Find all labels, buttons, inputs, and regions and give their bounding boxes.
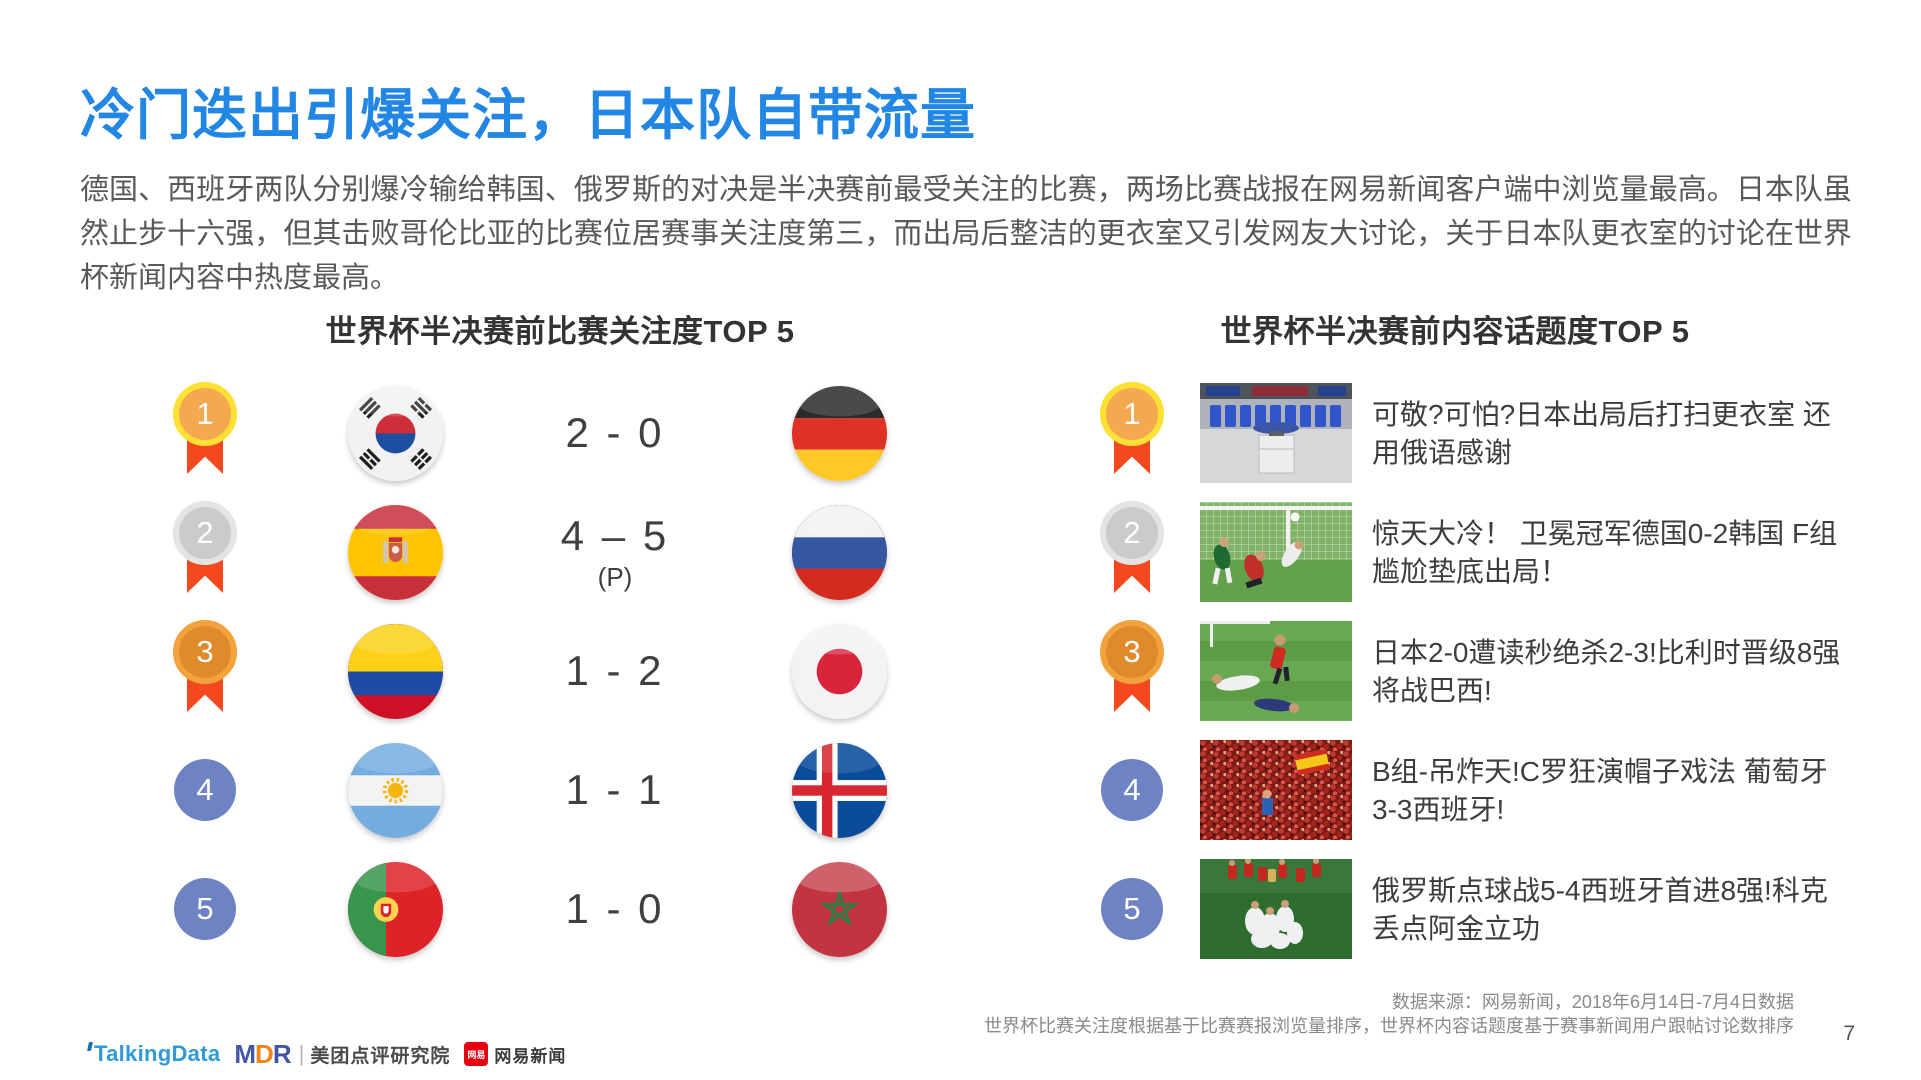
score-cell: 2 - 0 — [535, 374, 695, 493]
topic-row-1: 1 可敬?可怕?日本出局后打扫更衣室 还用俄语感谢 — [1080, 374, 1880, 493]
match-row-2: 2 4 – 5 (P) — [150, 493, 940, 612]
rank-circle-icon: 4 — [174, 759, 236, 821]
score-cell: 1 - 1 — [535, 731, 695, 850]
rank-circle-icon: 4 — [1101, 759, 1163, 821]
rank-number: 2 — [1100, 501, 1164, 565]
talkingdata-tick-icon — [87, 1042, 93, 1051]
news-thumbnail-players-on-pitch — [1200, 621, 1352, 721]
rank-circle-icon: 5 — [1101, 878, 1163, 940]
silver-medal-icon: 2 — [1100, 501, 1164, 599]
score-cell: 4 – 5 (P) — [535, 493, 695, 612]
topic-row-4: 4 B组-吊炸天!C罗狂演帽子戏法 葡萄牙3-3西班牙! — [1080, 731, 1880, 850]
page-title: 冷门迭出引爆关注，日本队自带流量 — [80, 84, 977, 146]
flag-portugal-icon — [348, 862, 443, 957]
flag-germany-icon — [792, 386, 887, 481]
match-score: 1 - 2 — [565, 646, 665, 694]
page-number: 7 — [1843, 1022, 1855, 1045]
flag-colombia-icon — [348, 624, 443, 719]
summary-paragraph: 德国、西班牙两队分别爆冷输给韩国、俄罗斯的对决是半决赛前最受关注的比赛，两场比赛… — [80, 174, 1852, 295]
match-row-4: 4 1 - 1 — [150, 731, 940, 850]
rank-number: 3 — [173, 620, 237, 684]
data-source-line2: 世界杯比赛关注度根据基于比赛赛报浏览量排序，世界杯内容话题度基于赛事新闻用户跟帖… — [984, 1016, 1794, 1037]
rank-circle-icon: 5 — [174, 878, 236, 940]
gold-medal-icon: 1 — [173, 382, 237, 480]
bronze-medal-icon: 3 — [173, 620, 237, 718]
match-score: 1 - 0 — [565, 884, 665, 932]
match-row-5: 5 1 - 0 — [150, 850, 940, 969]
mdr-letter-d: D — [255, 1038, 274, 1069]
news-title: 可敬?可怕?日本出局后打扫更衣室 还用俄语感谢 — [1372, 398, 1831, 468]
mdr-letter-r: R — [272, 1038, 292, 1069]
match-row-3: 3 1 - 2 — [150, 612, 940, 731]
meituan-research-label: 美团点评研究院 — [310, 1045, 451, 1067]
topic-row-5: 5 俄罗斯点球战5-4西班牙首进8强!科克丢点阿金立功 — [1080, 850, 1880, 969]
flag-iceland-icon — [792, 743, 887, 838]
topic-ranking-list: 1 可敬?可怕?日本出局后打扫更衣室 还用俄语感谢 — [1080, 374, 1880, 969]
data-source-note: 数据来源：网易新闻，2018年6月14日-7月4日数据 世界杯比赛关注度根据基于… — [984, 990, 1794, 1039]
rank-number: 3 — [1100, 620, 1164, 684]
flag-morocco-icon — [792, 862, 887, 957]
match-ranking-header: 世界杯半决赛前比赛关注度TOP 5 — [325, 314, 795, 349]
topic-ranking-header: 世界杯半决赛前内容话题度TOP 5 — [1220, 314, 1690, 349]
news-title: B组-吊炸天!C罗狂演帽子戏法 葡萄牙3-3西班牙! — [1372, 755, 1828, 825]
match-score: 1 - 1 — [565, 765, 665, 813]
flag-south-korea-icon — [348, 386, 443, 481]
netease-news-label: 网易新闻 — [494, 1046, 567, 1066]
talkingdata-logo: TalkingData — [87, 1041, 221, 1067]
score-cell: 1 - 0 — [535, 850, 695, 969]
match-row-1: 1 2 - 0 — [150, 374, 940, 493]
flag-japan-icon — [792, 624, 887, 719]
match-score: 4 – 5 — [560, 512, 670, 559]
score-note: (P) — [597, 562, 633, 592]
news-thumbnail-goal-scene — [1200, 502, 1352, 602]
flag-argentina-icon — [348, 743, 443, 838]
news-title: 惊天大冷！ 卫冕冠军德国0-2韩国 F组尴尬垫底出局！ — [1372, 517, 1838, 587]
silver-medal-icon: 2 — [173, 501, 237, 599]
flag-russia-icon — [792, 505, 887, 600]
match-score: 2 - 0 — [565, 408, 665, 456]
news-thumbnail-team-celebration — [1200, 859, 1352, 959]
netease-news-logo: 网易 网易新闻 — [464, 1042, 566, 1067]
news-thumbnail-locker-room — [1200, 383, 1352, 483]
news-thumbnail-red-crowd — [1200, 740, 1352, 840]
rank-number: 1 — [173, 382, 237, 446]
topic-row-3: 3 日本2-0遭读秒绝杀2-3!比利时晋级8强将战巴西! — [1080, 612, 1880, 731]
rank-number: 1 — [1100, 382, 1164, 446]
news-title: 俄罗斯点球战5-4西班牙首进8强!科克丢点阿金立功 — [1372, 874, 1828, 944]
talkingdata-wordmark: TalkingData — [94, 1041, 221, 1066]
netease-badge-icon: 网易 — [464, 1042, 489, 1066]
score-cell: 1 - 2 — [535, 612, 695, 731]
logo-divider: | — [298, 1041, 305, 1066]
mdr-letter-m: M — [234, 1038, 256, 1069]
flag-spain-icon — [348, 505, 443, 600]
match-ranking-list: 1 2 - 0 — [150, 374, 940, 969]
news-title: 日本2-0遭读秒绝杀2-3!比利时晋级8强将战巴西! — [1372, 636, 1841, 706]
data-source-line1: 数据来源：网易新闻，2018年6月14日-7月4日数据 — [1391, 992, 1794, 1012]
gold-medal-icon: 1 — [1100, 382, 1164, 480]
bronze-medal-icon: 3 — [1100, 620, 1164, 718]
topic-row-2: 2 惊天大冷！ 卫冕冠军德国0-2韩国 F — [1080, 493, 1880, 612]
rank-number: 2 — [173, 501, 237, 565]
